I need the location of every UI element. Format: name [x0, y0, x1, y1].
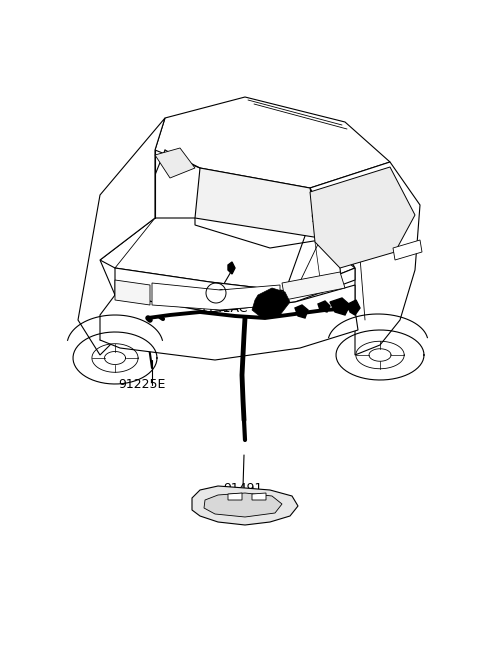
Polygon shape	[228, 262, 235, 274]
Polygon shape	[252, 288, 290, 318]
Polygon shape	[115, 268, 355, 312]
Text: 91491: 91491	[223, 482, 263, 495]
Polygon shape	[330, 298, 350, 315]
Polygon shape	[192, 486, 298, 525]
Polygon shape	[310, 167, 415, 268]
Polygon shape	[228, 493, 242, 500]
Polygon shape	[100, 218, 355, 292]
Polygon shape	[155, 97, 390, 188]
Polygon shape	[318, 301, 330, 312]
Polygon shape	[282, 272, 345, 300]
Text: 1141AC: 1141AC	[200, 302, 249, 316]
Polygon shape	[155, 148, 195, 178]
Text: 91200B: 91200B	[310, 211, 358, 224]
Polygon shape	[100, 285, 358, 360]
Polygon shape	[252, 493, 266, 500]
Polygon shape	[115, 280, 150, 305]
Text: 1130AC: 1130AC	[218, 289, 266, 302]
Polygon shape	[348, 300, 360, 315]
Polygon shape	[152, 283, 280, 310]
Polygon shape	[393, 240, 422, 260]
Polygon shape	[195, 168, 320, 238]
Polygon shape	[204, 493, 282, 517]
Polygon shape	[78, 118, 165, 355]
Polygon shape	[310, 162, 420, 355]
Polygon shape	[295, 305, 308, 318]
Text: 91225E: 91225E	[118, 379, 166, 392]
